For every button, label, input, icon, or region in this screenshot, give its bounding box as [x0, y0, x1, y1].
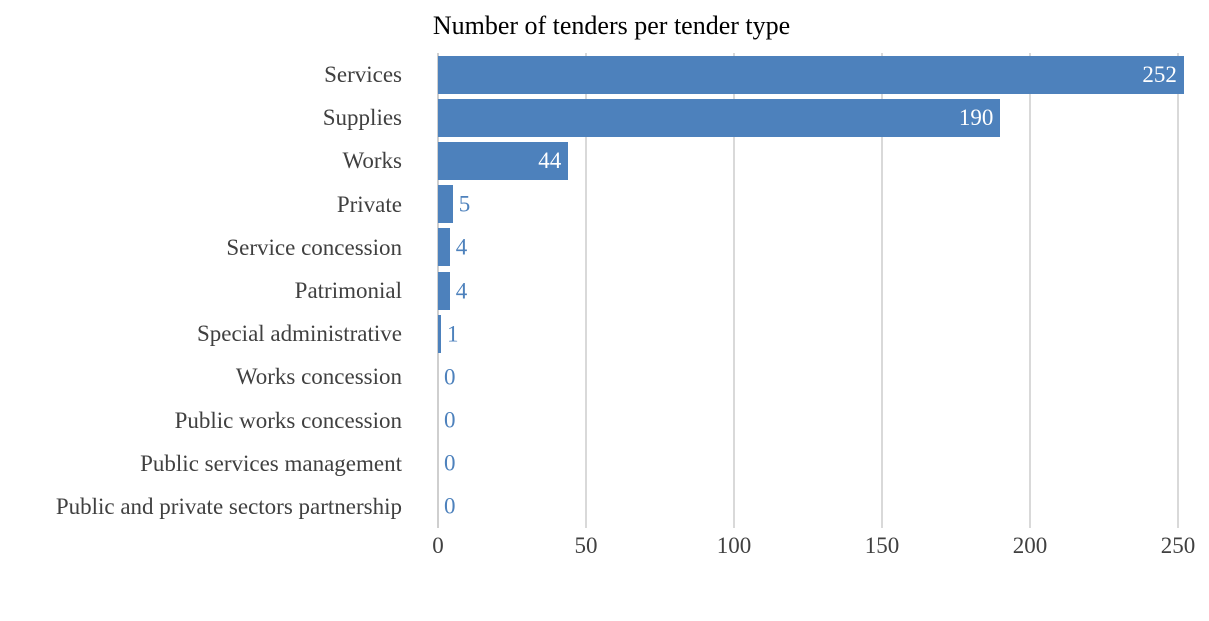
bar — [438, 271, 450, 310]
category-label: Public services management — [140, 450, 402, 476]
value-label: 190 — [958, 105, 994, 131]
value-label: 44 — [538, 148, 562, 174]
bar-row: Service concession 4 — [0, 226, 1209, 269]
value-label: 5 — [458, 191, 471, 217]
bar-track: 0 — [438, 358, 1209, 396]
value-label: 252 — [1142, 62, 1177, 88]
gridline — [881, 53, 883, 528]
gridline — [1029, 53, 1031, 528]
x-tick-label: 200 — [1012, 533, 1048, 558]
value-label: 4 — [455, 278, 468, 304]
bar-track: 1 — [438, 314, 1209, 353]
bar-row: Public and private sectors partnership 0 — [0, 485, 1209, 528]
gridline — [1177, 53, 1179, 528]
bar — [438, 185, 453, 224]
bar-row: Public services management 0 — [0, 442, 1209, 485]
bar-track: 190 — [438, 98, 1209, 137]
category-label: Works — [342, 148, 402, 174]
bar-track: 252 — [438, 55, 1209, 94]
x-tick-label: 150 — [864, 533, 900, 558]
x-tick-label: 0 — [432, 533, 444, 558]
category-label: Service concession — [226, 234, 402, 260]
bar-track: 0 — [438, 401, 1209, 439]
x-axis: 0 50 100 150 200 250 — [432, 533, 1198, 562]
gridline — [585, 53, 587, 528]
category-label: Works concession — [235, 364, 402, 390]
bar-track: 4 — [438, 271, 1209, 310]
value-label: 0 — [444, 364, 456, 390]
bar — [438, 228, 450, 267]
bar-row: Patrimonial 4 — [0, 269, 1209, 312]
bar-track: 5 — [438, 185, 1209, 224]
x-tick-label: 250 — [1160, 533, 1196, 558]
gridline — [733, 53, 735, 528]
bar-row: Services 252 — [0, 53, 1209, 96]
bar-track: 4 — [438, 228, 1209, 267]
x-tick-label: 50 — [574, 533, 598, 558]
bar-track: 0 — [438, 444, 1209, 482]
value-label: 4 — [455, 234, 468, 260]
value-label: 0 — [444, 407, 456, 433]
category-label: Patrimonial — [294, 278, 402, 304]
bar-track: 44 — [438, 141, 1209, 180]
category-label: Supplies — [322, 105, 402, 131]
bar: 44 — [438, 141, 569, 180]
category-label: Public and private sectors partnership — [55, 493, 402, 519]
bar-track: 0 — [438, 487, 1209, 525]
plot-area: Services 252 Supplies 190 Works 44 Private 5 Ser… — [0, 53, 1209, 528]
category-label: Services — [324, 62, 402, 88]
bar-row: Special administrative 1 — [0, 312, 1209, 355]
bar-row: Works concession 0 — [0, 355, 1209, 398]
bar-row: Public works concession 0 — [0, 399, 1209, 442]
value-label: 0 — [444, 493, 456, 519]
category-label: Public works concession — [174, 407, 402, 433]
bar: 190 — [438, 98, 1001, 137]
bar — [438, 314, 441, 353]
chart-title: Number of tenders per tender type — [432, 11, 791, 40]
category-label: Special administrative — [196, 321, 402, 347]
category-label: Private — [336, 191, 402, 217]
bar-row: Supplies 190 — [0, 96, 1209, 139]
bar-row: Works 44 — [0, 139, 1209, 182]
x-tick-label: 100 — [716, 533, 752, 558]
bar: 252 — [438, 55, 1184, 94]
bar-row: Private 5 — [0, 183, 1209, 226]
value-label: 1 — [447, 321, 459, 347]
value-label: 0 — [444, 450, 456, 476]
